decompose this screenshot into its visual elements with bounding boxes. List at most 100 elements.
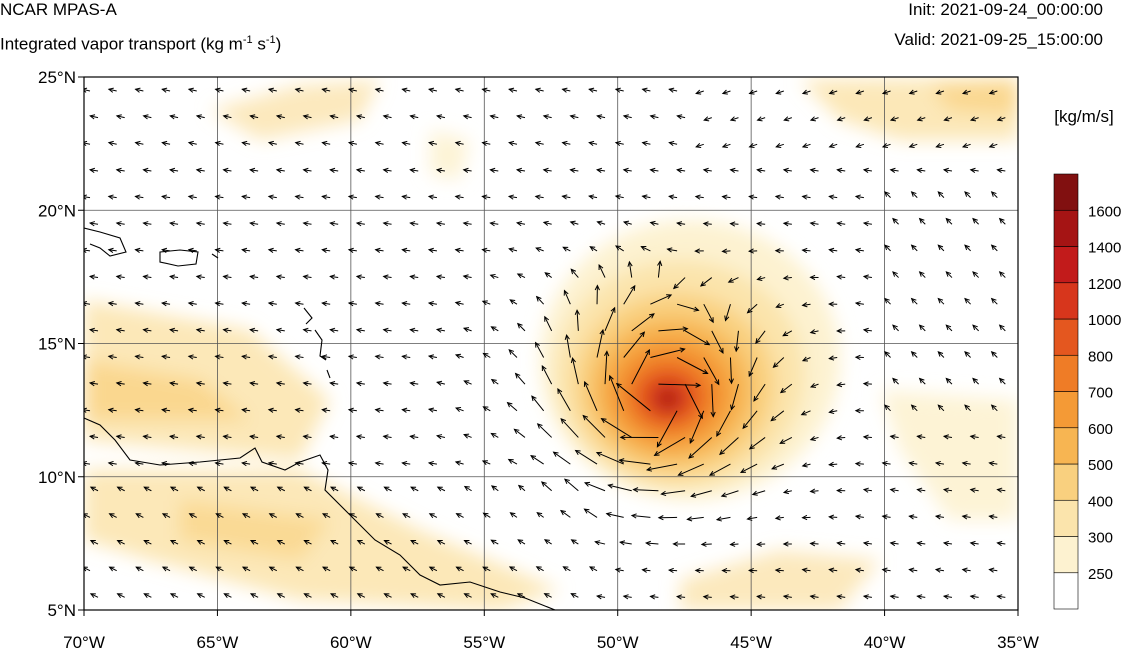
ivt-vector <box>700 277 713 287</box>
ivt-vector <box>543 169 552 172</box>
ivt-vector <box>162 566 171 572</box>
ivt-vector <box>322 142 331 145</box>
vector-head <box>143 593 150 599</box>
ivt-vector <box>962 569 971 572</box>
vector-head <box>836 381 843 388</box>
ivt-vector <box>117 486 125 492</box>
vector-head <box>436 380 443 386</box>
ivt-vector <box>619 459 651 465</box>
ivt-vector <box>117 540 125 545</box>
vector-head <box>622 220 630 226</box>
vector-head <box>195 114 202 120</box>
vector-head <box>302 167 309 173</box>
ivt-vector <box>508 195 518 199</box>
ivt-vector <box>937 191 945 198</box>
vector-head <box>84 247 88 253</box>
ivt-vector <box>650 294 672 305</box>
ivt-vector <box>268 88 277 92</box>
vector-head <box>347 87 355 93</box>
vector-head <box>695 382 702 388</box>
colorbar-swatch <box>1053 209 1079 247</box>
colorbar-label: 1200 <box>1088 276 1121 293</box>
vector-head <box>302 221 309 227</box>
colorbar-swatch <box>1053 536 1079 574</box>
vector-head <box>881 567 888 573</box>
ivt-vector <box>242 195 251 199</box>
ivt-vector <box>722 143 731 148</box>
vector-head <box>508 566 515 572</box>
ivt-vector <box>810 117 819 121</box>
ivt-vector <box>882 143 891 148</box>
ivt-vector <box>410 222 419 225</box>
ivt-vector <box>937 351 945 358</box>
vector-head <box>988 567 995 573</box>
ivt-vector <box>402 566 411 572</box>
ivt-vector <box>375 249 384 252</box>
ivt-vector <box>757 117 766 121</box>
ivt-vector <box>242 513 251 518</box>
vector-head <box>107 460 114 467</box>
ivt-vector <box>757 277 766 281</box>
vector-head <box>401 407 408 413</box>
vector-head <box>964 404 970 411</box>
vector-head <box>836 328 842 334</box>
ivt-vector <box>303 435 312 438</box>
vector-head <box>355 274 362 280</box>
ivt-vector <box>250 593 259 598</box>
vector-head <box>892 324 898 331</box>
vector-head <box>828 355 835 361</box>
vector-head <box>462 274 469 280</box>
ivt-vector <box>84 89 91 92</box>
ivt-vector <box>428 88 438 92</box>
vector-head <box>668 140 675 147</box>
ivt-vector <box>143 115 152 119</box>
vector-head <box>241 140 248 147</box>
ivt-vector <box>884 191 891 198</box>
vector-head <box>748 89 755 95</box>
vector-head <box>828 461 835 468</box>
vector-head <box>116 593 123 599</box>
vector-head <box>142 274 149 280</box>
ivt-vector <box>428 302 437 305</box>
vector-head <box>934 514 941 520</box>
ivt-vector <box>356 169 365 172</box>
vector-head <box>223 486 230 492</box>
vector-head <box>409 327 416 333</box>
ivt-vector <box>356 115 365 119</box>
ivt-vector <box>384 593 392 598</box>
vector-head <box>774 515 781 521</box>
ivt-vector <box>383 275 392 279</box>
vector-head <box>964 351 970 357</box>
vector-head <box>734 346 740 353</box>
vector-head <box>916 167 923 173</box>
vector-head <box>645 540 652 546</box>
vector-head <box>516 114 523 120</box>
vector-head <box>569 220 576 226</box>
vector-head <box>329 593 337 599</box>
vector-head <box>908 514 915 520</box>
ivt-vector <box>943 489 953 492</box>
ivt-vector <box>596 329 604 358</box>
ivt-vector <box>277 486 286 492</box>
vector-head <box>771 464 778 470</box>
ivt-vector <box>802 357 811 362</box>
vector-head <box>241 566 248 572</box>
ivt-vector <box>135 355 144 358</box>
vector-head <box>329 221 336 227</box>
ivt-vector <box>810 436 819 441</box>
ivt-vector <box>348 142 357 145</box>
vector-head <box>881 89 889 95</box>
ivt-vector <box>90 222 99 225</box>
ivt-vector <box>196 275 205 279</box>
vector-head <box>862 221 869 227</box>
ivt-vector <box>456 513 464 518</box>
vector-head <box>695 89 702 95</box>
ivt-vector <box>268 302 277 305</box>
vector-head <box>715 516 722 522</box>
ivt-vector <box>515 373 526 385</box>
vector-head <box>969 434 976 440</box>
ivt-vector <box>631 514 651 518</box>
vector-head <box>645 466 653 472</box>
vector-head <box>115 434 122 440</box>
ivt-vector <box>303 275 312 279</box>
